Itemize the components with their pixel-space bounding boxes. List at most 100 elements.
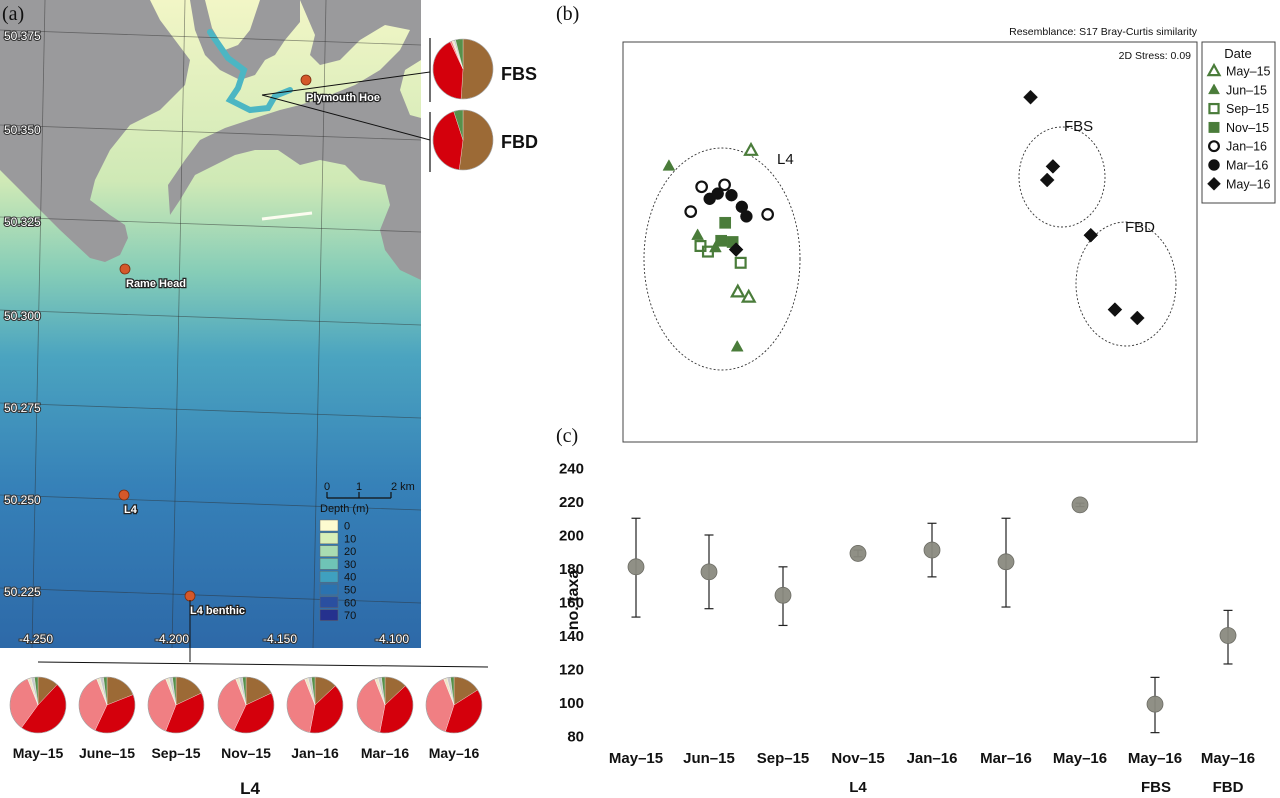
pie-l4-label: Sep–15 — [151, 745, 200, 761]
land-north — [190, 0, 300, 80]
x-tick-label: Sep–15 — [757, 750, 810, 767]
y-tick-label: 100 — [559, 695, 584, 712]
x-tick-label: Jun–15 — [683, 750, 735, 767]
site-label-rame-head: Rame Head — [126, 278, 186, 290]
x-tick-label: May–16 — [1128, 750, 1182, 767]
date-legend: Date May–15 Jun–15 Sep–15 Nov–15 Jan–16 Mar–1… — [1201, 41, 1276, 204]
group-ellipse-l4 — [643, 147, 801, 371]
x-tick-label: Mar–16 — [980, 750, 1032, 767]
depth-swatch-label: 50 — [344, 585, 356, 597]
breakwater — [261, 211, 313, 221]
depth-swatch — [319, 570, 339, 583]
lat-tick-label: 50.325 — [4, 215, 41, 229]
group-ellipse-fbs — [1018, 126, 1106, 228]
date-legend-marker — [1206, 62, 1222, 77]
site-label-plymouth-hoe: Plymouth Hoe — [306, 92, 380, 104]
mean-point — [774, 586, 792, 604]
nmds-point — [684, 205, 698, 218]
x-tick-label: Nov–15 — [831, 750, 884, 767]
pie-l4-outline — [217, 676, 275, 734]
y-tick-label: 80 — [567, 729, 584, 746]
nmds-point — [734, 256, 747, 269]
date-legend-label: Mar–16 — [1226, 159, 1268, 173]
x-tick-label: May–16 — [1201, 750, 1255, 767]
taxa-point-group — [1219, 609, 1237, 665]
nmds-point — [743, 141, 759, 156]
depth-swatch — [319, 519, 339, 532]
y-tick-label: 200 — [559, 528, 584, 545]
nmds-point — [719, 216, 732, 229]
taxa-point-group — [849, 545, 867, 562]
nmds-point — [728, 242, 744, 257]
pie-l4: May–15 — [9, 676, 67, 761]
pie-fbd-slice — [459, 109, 494, 171]
nmds-point — [701, 245, 714, 258]
taxa-point-group — [627, 517, 645, 618]
depth-swatch — [319, 545, 339, 557]
nmds-point — [691, 228, 704, 240]
site-label-l4-group: L4 — [849, 779, 867, 796]
date-legend-entry: Jun–15 — [1208, 83, 1267, 97]
lat-tick-label: 50.275 — [4, 401, 41, 415]
pie-fbs-outline — [432, 38, 494, 100]
depth-swatch-label: 30 — [344, 559, 356, 571]
pie-l4-label: May–16 — [429, 745, 480, 761]
nmds-frame — [622, 41, 1198, 443]
date-legend-marker — [1208, 140, 1220, 153]
pie-l4-outline — [9, 676, 67, 734]
nmds-panel: Resemblance: S17 Bray-Curtis similarity … — [622, 26, 1276, 443]
pie-l4-outline — [286, 676, 344, 734]
lat-tick-label: 50.375 — [4, 29, 41, 43]
lon-tick-label: -4.100 — [375, 632, 409, 646]
depth-swatch-label: 20 — [344, 546, 356, 558]
stress-label: 2D Stress: 0.09 — [1119, 50, 1192, 62]
group-label-fbd: FBD — [1125, 219, 1155, 236]
date-legend-label: May–16 — [1226, 177, 1271, 191]
y-tick-label: 240 — [559, 461, 584, 478]
nmds-point — [725, 189, 738, 202]
taxa-point-group — [1071, 496, 1089, 514]
date-legend-title: Date — [1224, 46, 1251, 61]
y-tick-label: 220 — [559, 494, 584, 511]
scale-label: 2 km — [391, 481, 415, 493]
nmds-point — [761, 208, 774, 221]
land-east — [168, 0, 421, 280]
taxa-point-group — [700, 534, 718, 610]
pie-l4-label: June–15 — [79, 745, 135, 761]
pie-l4-outline — [78, 676, 136, 734]
pie-label-fbs: FBS — [501, 64, 537, 84]
depth-swatch-label: 40 — [344, 572, 356, 584]
depth-swatch-label: 10 — [344, 533, 356, 545]
site-label-l4-benthic: L4 benthic — [190, 605, 245, 617]
pie-l4-label: Mar–16 — [361, 745, 409, 761]
depth-swatch-label: 60 — [344, 597, 356, 609]
date-legend-entry: Sep–15 — [1208, 102, 1269, 116]
group-label-l4: L4 — [777, 151, 794, 168]
date-legend-entry: May–16 — [1207, 176, 1271, 191]
depth-swatch — [319, 609, 339, 621]
longitude-labels: -4.250 -4.200 -4.150 -4.100 — [18, 631, 410, 647]
nmds-point — [1107, 302, 1123, 317]
site-label-l4: L4 — [124, 504, 138, 516]
y-tick-label: 180 — [559, 561, 584, 578]
nmds-point — [730, 339, 744, 352]
panel-label-c: (c) — [556, 425, 578, 447]
pie-l4: May–16 — [425, 676, 483, 761]
date-legend-entry: May–15 — [1206, 62, 1271, 79]
lon-tick-label: -4.150 — [263, 632, 297, 646]
date-legend-entry: Nov–15 — [1208, 121, 1269, 135]
y-axis-label: no. taxa — [565, 570, 582, 631]
pie-l4-outline — [147, 676, 205, 734]
nmds-point — [695, 180, 708, 194]
y-tick-label: 160 — [559, 595, 584, 612]
date-legend-entry: Mar–16 — [1208, 159, 1268, 173]
site-rame-head-marker — [119, 263, 131, 275]
lat-tick-label: 50.300 — [4, 309, 41, 323]
date-legend-marker — [1208, 159, 1220, 171]
mean-point — [849, 545, 867, 562]
nmds-point — [1023, 89, 1038, 105]
resemblance-label: Resemblance: S17 Bray-Curtis similarity — [1009, 26, 1198, 38]
nmds-point — [662, 159, 676, 171]
bathymetry-map: Plymouth Hoe Rame Head L4 L4 benthic 50.… — [0, 0, 421, 648]
